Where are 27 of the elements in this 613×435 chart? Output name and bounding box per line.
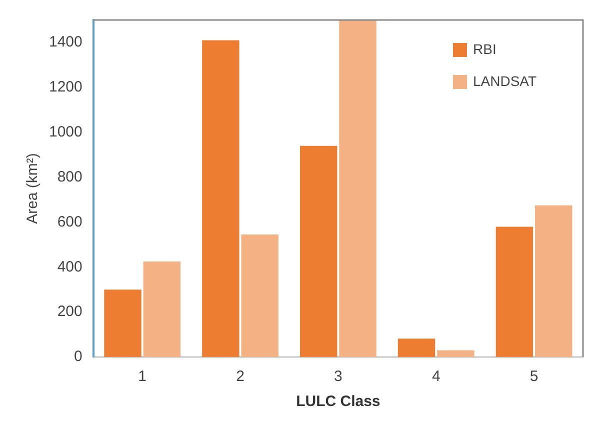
legend-label: RBI [473, 40, 496, 57]
bar [202, 40, 240, 357]
y-tick-label: 1400 [48, 34, 82, 51]
bar [300, 146, 338, 357]
bar [143, 262, 181, 357]
bar [104, 290, 142, 357]
x-tick-label: 2 [236, 368, 244, 386]
bar [535, 205, 572, 357]
x-axis-title: LULC Class [296, 393, 380, 410]
y-tick-label: 0 [74, 348, 82, 366]
y-tick-label: 1200 [48, 78, 82, 96]
y-axis-title: Area (km²) [24, 153, 42, 224]
y-tick-label: 1000 [48, 123, 82, 140]
bar [398, 338, 436, 357]
x-tick-label: 1 [138, 368, 147, 386]
bar [437, 350, 474, 357]
y-tick-label: 400 [57, 258, 82, 276]
bar [241, 234, 278, 357]
x-tick-label: 5 [530, 368, 538, 386]
legend-label: LANDSAT [473, 72, 537, 89]
y-tick-label: 600 [57, 213, 82, 230]
x-tick-label: 4 [432, 368, 440, 386]
bar [496, 226, 534, 357]
y-tick-label: 200 [57, 303, 82, 320]
x-tick-label: 3 [334, 368, 342, 386]
bar [339, 20, 376, 357]
y-tick-label: 800 [57, 168, 82, 186]
